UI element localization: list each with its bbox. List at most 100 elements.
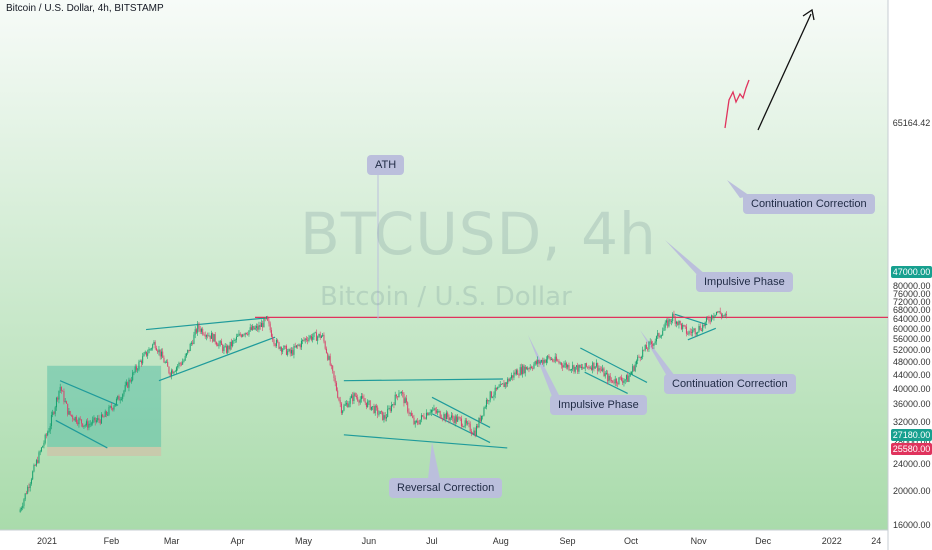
- callout-continuation-correction-2[interactable]: Continuation Correction: [664, 374, 796, 394]
- candle-body: [383, 415, 385, 421]
- candle-body: [335, 382, 337, 391]
- candle-body: [444, 414, 446, 420]
- callout-continuation-correction-1[interactable]: Continuation Correction: [743, 194, 875, 214]
- candle-body: [652, 344, 654, 346]
- candle-body: [94, 417, 96, 422]
- candle-body: [539, 361, 541, 364]
- ath-price-label: 65164.42: [891, 117, 932, 129]
- candle-body: [410, 413, 412, 416]
- candle-body: [610, 380, 612, 381]
- candle-body: [637, 356, 639, 361]
- candle-body: [634, 364, 636, 371]
- candle-body: [330, 365, 332, 367]
- price-tick-label: 44000.00: [893, 369, 931, 380]
- candle-body: [302, 339, 304, 341]
- candle-body: [167, 361, 169, 367]
- callout-reversal-correction[interactable]: Reversal Correction: [389, 478, 503, 498]
- candle-body: [638, 356, 640, 358]
- candle-body: [545, 359, 547, 363]
- trendline: [145, 317, 269, 331]
- candle-body: [314, 332, 316, 334]
- candle-body: [145, 351, 147, 356]
- candle-body: [403, 393, 405, 404]
- candle-body: [574, 366, 576, 372]
- candle-body: [345, 403, 347, 405]
- candle-body: [339, 400, 341, 404]
- candle-body: [485, 399, 487, 407]
- candle-body: [40, 447, 42, 452]
- candle-body: [312, 336, 314, 340]
- candle-body: [123, 390, 125, 395]
- candle-body: [252, 326, 254, 330]
- price-tick-label: 28000.00: [893, 436, 931, 447]
- candle-body: [522, 365, 524, 375]
- target-arrow-head: [802, 8, 815, 21]
- candle-body: [278, 342, 280, 349]
- candle-body: [405, 398, 407, 403]
- candle-body: [514, 372, 516, 375]
- candle-body: [100, 414, 102, 424]
- candle-body: [320, 336, 322, 338]
- time-tick-label: 24: [871, 536, 882, 546]
- candle-body: [340, 403, 342, 413]
- time-tick-label: Jul: [426, 536, 438, 546]
- candle-body: [648, 342, 650, 350]
- candle-body: [48, 430, 50, 433]
- candle-body: [413, 417, 415, 425]
- candle-body: [525, 366, 527, 370]
- candle-body: [155, 348, 157, 351]
- candle-body: [344, 404, 346, 406]
- candle-body: [425, 412, 427, 419]
- candle-body: [313, 332, 315, 337]
- candle-body: [440, 417, 442, 419]
- time-tick-label: Feb: [103, 536, 120, 546]
- candle-body: [255, 326, 257, 328]
- candle-body: [468, 422, 470, 424]
- candle-body: [334, 377, 336, 383]
- candle-body: [357, 397, 359, 401]
- candle-body: [378, 413, 380, 415]
- candle-body: [347, 403, 349, 408]
- time-tick-label: Aug: [492, 536, 509, 546]
- candle-body: [554, 356, 556, 362]
- candle-body: [564, 363, 566, 365]
- candle-body: [115, 398, 117, 405]
- candle-body: [454, 416, 456, 424]
- candle-body: [475, 426, 477, 437]
- candle-body: [439, 411, 441, 418]
- candle-body: [395, 394, 397, 397]
- candle-body: [547, 355, 549, 360]
- candle-body: [505, 382, 507, 385]
- candle-body: [263, 318, 265, 328]
- candle-body: [427, 412, 429, 416]
- candle-body: [300, 340, 302, 348]
- candle-body: [177, 365, 179, 368]
- candle-body: [414, 421, 416, 425]
- candle-body: [212, 333, 214, 342]
- candle-body: [659, 336, 661, 338]
- callout-ath[interactable]: ATH: [367, 155, 405, 175]
- price-tick-label: 24000.00: [893, 459, 931, 470]
- candle-body: [695, 333, 697, 335]
- candle-body: [384, 415, 386, 419]
- callout-pointer: [428, 442, 440, 479]
- callout-impulsive-phase-2[interactable]: Impulsive Phase: [550, 395, 647, 415]
- candle-body: [498, 386, 500, 388]
- candle-body: [573, 365, 575, 372]
- candle-body: [98, 418, 100, 421]
- candle-body: [262, 323, 264, 328]
- candle-body: [315, 332, 317, 341]
- candle-body: [688, 331, 690, 335]
- time-tick-label: Dec: [755, 536, 772, 546]
- candle-body: [415, 421, 417, 422]
- candle-body: [103, 416, 105, 418]
- candle-body: [658, 333, 660, 338]
- candle-body: [129, 379, 131, 382]
- price-tick-label: 60000.00: [893, 323, 931, 334]
- candle-body: [698, 326, 700, 332]
- candle-body: [358, 400, 360, 403]
- callout-impulsive-phase-1[interactable]: Impulsive Phase: [696, 272, 793, 292]
- chart-title[interactable]: Bitcoin / U.S. Dollar, 4h, BITSTAMP: [6, 3, 164, 14]
- candle-body: [218, 343, 220, 347]
- candle-body: [109, 406, 111, 408]
